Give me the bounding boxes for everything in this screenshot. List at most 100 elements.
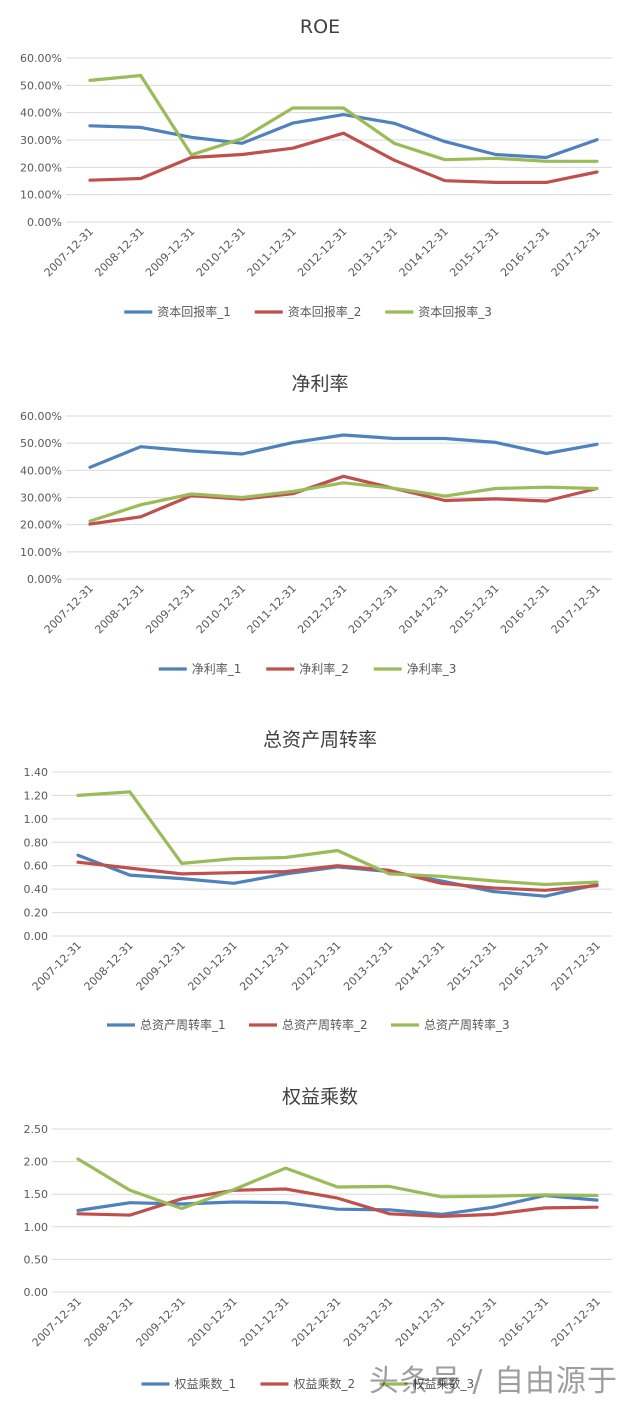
x-tick-label: 2007-12-31 bbox=[30, 1295, 84, 1349]
x-tick-label: 2014-12-31 bbox=[393, 1295, 447, 1349]
legend-label-1: 总资产周转率_1 bbox=[140, 1017, 226, 1032]
y-tick-label: 40.00% bbox=[20, 464, 62, 477]
x-tick-label: 2011-12-31 bbox=[245, 225, 299, 279]
chart-2: 净利率 0.00% 10.00% 20.00% 30.00% 40.00% 50.00% 60… bbox=[20, 373, 612, 676]
x-tick-label: 2009-12-31 bbox=[143, 582, 197, 636]
legend-label-3: 资本回报率_3 bbox=[418, 304, 492, 319]
y-tick-label: 1.40 bbox=[24, 766, 49, 779]
x-tick-label: 2008-12-31 bbox=[82, 939, 136, 993]
series-line-2 bbox=[88, 474, 599, 526]
series-line-3 bbox=[88, 481, 599, 523]
y-tick-label: 0.50 bbox=[24, 1253, 49, 1266]
x-tick-label: 2013-12-31 bbox=[346, 582, 400, 636]
legend-label-2: 总资产周转率_2 bbox=[282, 1017, 368, 1032]
x-tick-label: 2016-12-31 bbox=[498, 582, 552, 636]
chart-title: 净利率 bbox=[291, 373, 348, 395]
y-tick-label: 60.00% bbox=[20, 52, 62, 65]
x-tick-label: 2009-12-31 bbox=[134, 939, 188, 993]
x-tick-label: 2008-12-31 bbox=[92, 582, 146, 636]
x-tick-label: 2007-12-31 bbox=[42, 225, 96, 279]
x-tick-label: 2011-12-31 bbox=[237, 1295, 291, 1349]
series-line-3 bbox=[76, 1157, 599, 1211]
x-tick-label: 2011-12-31 bbox=[237, 939, 291, 993]
legend-label-2: 净利率_2 bbox=[299, 661, 349, 676]
x-tick-label: 2015-12-31 bbox=[445, 939, 499, 993]
series-line-3 bbox=[76, 790, 599, 887]
x-tick-label: 2012-12-31 bbox=[289, 1295, 343, 1349]
legend-label-3: 净利率_3 bbox=[407, 661, 457, 676]
series-line-2 bbox=[76, 860, 599, 892]
chart-title: 权益乘数 bbox=[282, 1086, 358, 1108]
x-tick-label: 2010-12-31 bbox=[194, 582, 248, 636]
x-tick-label: 2009-12-31 bbox=[134, 1295, 188, 1349]
x-tick-label: 2010-12-31 bbox=[194, 225, 248, 279]
series-line-1 bbox=[88, 112, 599, 160]
y-tick-label: 10.00% bbox=[20, 546, 62, 559]
x-tick-label: 2008-12-31 bbox=[82, 1295, 136, 1349]
legend-label-1: 净利率_1 bbox=[192, 661, 242, 676]
x-tick-label: 2016-12-31 bbox=[497, 1295, 551, 1349]
y-tick-label: 0.00 bbox=[24, 1286, 49, 1299]
y-tick-label: 60.00% bbox=[20, 410, 62, 423]
y-tick-label: 0.80 bbox=[24, 836, 49, 849]
y-tick-label: 30.00% bbox=[20, 134, 62, 147]
y-tick-label: 0.00 bbox=[24, 930, 49, 943]
x-tick-label: 2017-12-31 bbox=[549, 582, 603, 636]
x-tick-label: 2012-12-31 bbox=[295, 582, 349, 636]
x-tick-label: 2014-12-31 bbox=[397, 582, 451, 636]
legend-label-1: 权益乘数_1 bbox=[175, 1376, 237, 1391]
x-tick-label: 2017-12-31 bbox=[549, 225, 603, 279]
y-tick-label: 0.00% bbox=[27, 573, 62, 586]
legend-label-1: 资本回报率_1 bbox=[157, 304, 231, 319]
x-tick-label: 2015-12-31 bbox=[447, 225, 501, 279]
y-tick-label: 0.60 bbox=[24, 860, 49, 873]
x-tick-label: 2016-12-31 bbox=[497, 939, 551, 993]
y-tick-label: 1.00 bbox=[24, 1221, 49, 1234]
x-tick-label: 2012-12-31 bbox=[295, 225, 349, 279]
y-tick-label: 2.50 bbox=[24, 1123, 49, 1136]
y-tick-label: 0.20 bbox=[24, 907, 49, 920]
y-tick-label: 2.00 bbox=[24, 1156, 49, 1169]
x-tick-label: 2007-12-31 bbox=[30, 939, 84, 993]
legend-label-3: 权益乘数_3 bbox=[413, 1376, 475, 1391]
series-line-3 bbox=[88, 73, 599, 163]
x-tick-label: 2015-12-31 bbox=[445, 1295, 499, 1349]
legend-label-3: 总资产周转率_3 bbox=[424, 1017, 510, 1032]
x-tick-label: 2007-12-31 bbox=[42, 582, 96, 636]
y-tick-label: 1.20 bbox=[24, 789, 49, 802]
series-line-2 bbox=[76, 1187, 599, 1219]
x-tick-label: 2011-12-31 bbox=[245, 582, 299, 636]
x-tick-label: 2012-12-31 bbox=[289, 939, 343, 993]
chart-title: ROE bbox=[300, 16, 340, 38]
chart-title: 总资产周转率 bbox=[263, 729, 377, 751]
y-tick-label: 40.00% bbox=[20, 107, 62, 120]
y-tick-label: 1.50 bbox=[24, 1188, 49, 1201]
y-tick-label: 1.00 bbox=[24, 813, 49, 826]
y-tick-label: 50.00% bbox=[20, 79, 62, 92]
x-tick-label: 2013-12-31 bbox=[341, 1295, 395, 1349]
x-tick-label: 2013-12-31 bbox=[346, 225, 400, 279]
x-tick-label: 2009-12-31 bbox=[143, 225, 197, 279]
series-line-1 bbox=[88, 433, 599, 469]
x-tick-label: 2016-12-31 bbox=[498, 225, 552, 279]
y-tick-label: 0.00% bbox=[27, 216, 62, 229]
legend-label-2: 资本回报率_2 bbox=[288, 304, 362, 319]
x-tick-label: 2010-12-31 bbox=[185, 939, 239, 993]
y-tick-label: 10.00% bbox=[20, 189, 62, 202]
chart-1: ROE 0.00% 10.00% 20.00% 30.00% 40.00% 50.00% 60… bbox=[20, 16, 612, 319]
x-tick-label: 2015-12-31 bbox=[447, 582, 501, 636]
y-tick-label: 0.40 bbox=[24, 883, 49, 896]
watermark: 头条号 / 自由源于 bbox=[368, 1364, 618, 1399]
legend-label-2: 权益乘数_2 bbox=[294, 1376, 356, 1391]
y-tick-label: 20.00% bbox=[20, 519, 62, 532]
y-tick-label: 50.00% bbox=[20, 437, 62, 450]
x-tick-label: 2017-12-31 bbox=[549, 1295, 603, 1349]
x-tick-label: 2013-12-31 bbox=[341, 939, 395, 993]
series-line-2 bbox=[88, 131, 599, 184]
x-tick-label: 2014-12-31 bbox=[393, 939, 447, 993]
chart-4: 权益乘数0.000.501.001.502.002.502007-12-3120… bbox=[24, 1086, 612, 1391]
x-tick-label: 2008-12-31 bbox=[92, 225, 146, 279]
y-tick-label: 20.00% bbox=[20, 161, 62, 174]
x-tick-label: 2014-12-31 bbox=[397, 225, 451, 279]
